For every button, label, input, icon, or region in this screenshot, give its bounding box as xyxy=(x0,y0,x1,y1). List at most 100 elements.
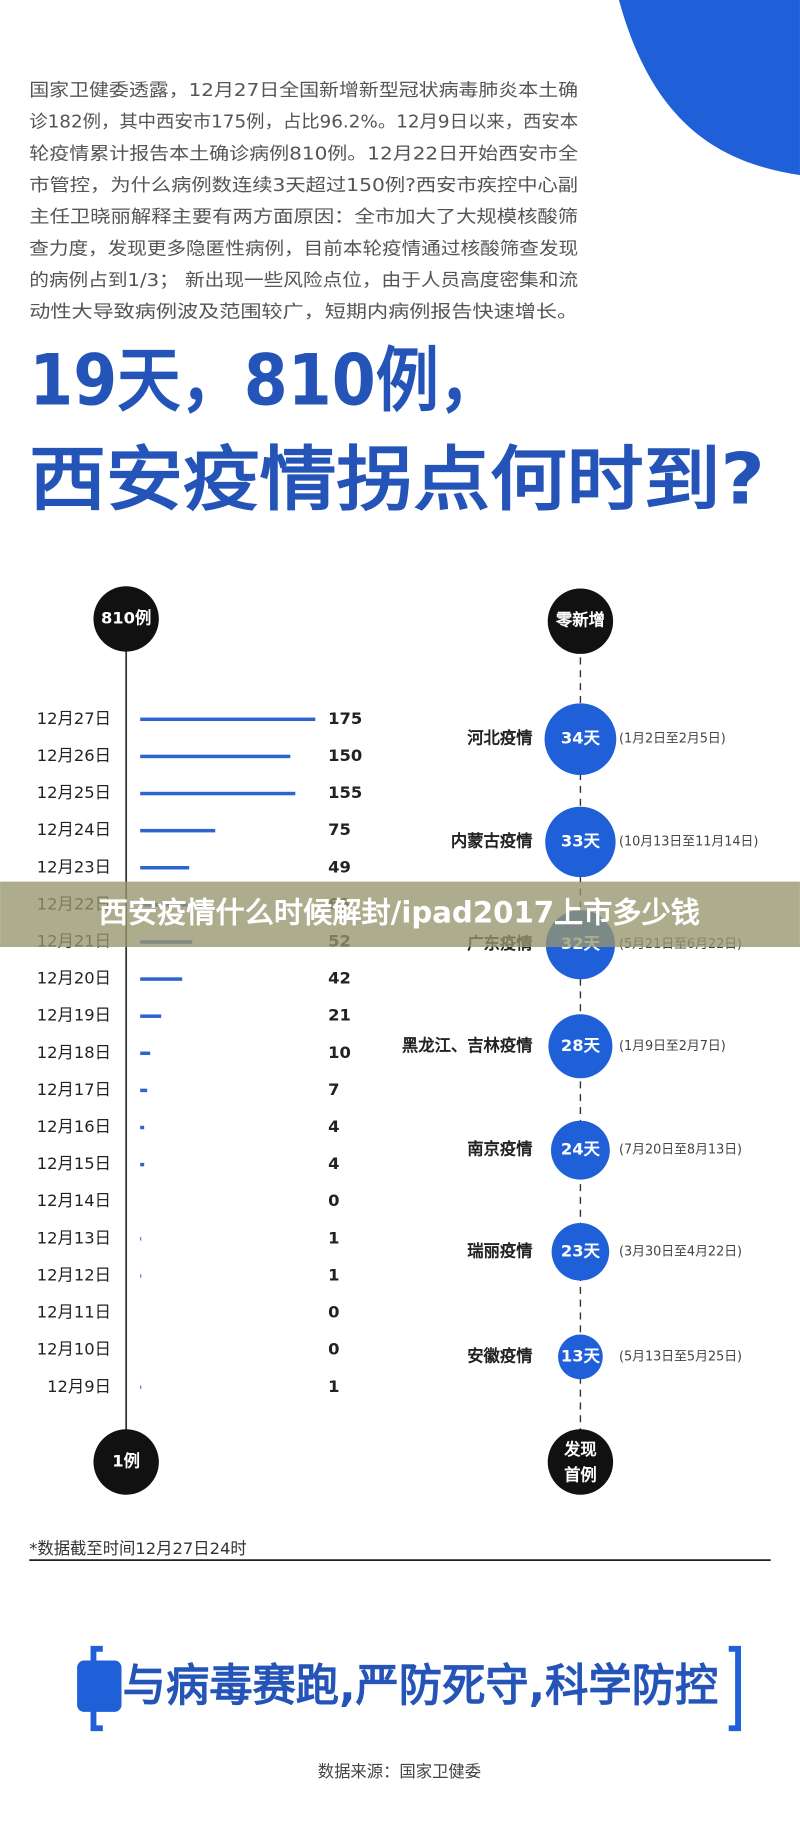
paragraph-line: 市管控，为什么病例数连续3天超过150例?西安市疾控中心副 xyxy=(29,176,578,196)
days-circle xyxy=(545,806,616,878)
date-label: 12月12日 xyxy=(37,1265,111,1284)
days-circle xyxy=(550,1120,610,1180)
paragraph-line: 主任卫晓丽解释主要有两方面原因：全市加大了大规模核酸筛 xyxy=(29,208,578,228)
right-top-label: 零新增 xyxy=(555,611,605,630)
days-label: 24天 xyxy=(561,1140,601,1159)
source: 数据来源：国家卫健委 xyxy=(318,1762,481,1781)
banner-band xyxy=(0,881,800,948)
outbreak-name: 河北疫情 xyxy=(467,729,532,748)
slogan-logo xyxy=(77,1660,122,1712)
outbreak-period: (7月20日至8月13日) xyxy=(619,1143,742,1158)
outbreak-name: 黑龙江、吉林疫情 xyxy=(402,1036,533,1055)
paragraph-line: 动性大导致病例波及范围较广，短期内病例报告快速增长。 xyxy=(29,303,578,323)
bar-value: 7 xyxy=(328,1080,339,1099)
paragraph-line: 国家卫健委透露，12月27日全国新增新型冠状病毒肺炎本土确 xyxy=(29,81,578,101)
paragraph-line: 查力度，发现更多隐匿性病例，目前本轮疫情通过核酸筛查发现 xyxy=(29,239,578,259)
bar xyxy=(140,828,216,833)
bar-value: 0 xyxy=(328,1191,339,1210)
bar xyxy=(140,791,296,796)
date-label: 12月20日 xyxy=(37,969,111,988)
bar-value: 75 xyxy=(328,820,351,839)
bar xyxy=(140,1051,151,1056)
paragraph-line: 轮疫情累计报告本土确诊病例810例。12月22日开始西安市全 xyxy=(29,144,578,164)
bar xyxy=(140,1274,142,1278)
date-label: 12月15日 xyxy=(37,1154,111,1173)
bar-value: 49 xyxy=(328,857,351,876)
bar-value: 155 xyxy=(328,783,362,802)
bracket-right xyxy=(728,1645,741,1732)
dynamic-content: 国家卫健委透露，12月27日全国新增新型冠状病毒肺炎本土确诊182例，其中西安市… xyxy=(29,81,758,1396)
days-circle xyxy=(551,1223,610,1281)
bar-value: 10 xyxy=(328,1043,351,1062)
left-bottom-label: 1例 xyxy=(112,1451,140,1470)
date-label: 12月9日 xyxy=(47,1377,111,1396)
date-label: 12月16日 xyxy=(37,1117,111,1136)
outbreak-period: (10月13日至11月14日) xyxy=(619,834,758,849)
date-label: 12月24日 xyxy=(37,820,111,839)
outbreak-name: 内蒙古疫情 xyxy=(451,831,533,850)
right-bottom-circle xyxy=(547,1429,614,1495)
date-label: 12月13日 xyxy=(37,1228,111,1247)
paragraph-line: 诊182例，其中西安市175例，占比96.2%。12月9日以来，西安本 xyxy=(29,113,578,133)
bar-value: 4 xyxy=(328,1117,339,1136)
footnote: *数据截至时间12月27日24时 xyxy=(29,1539,246,1558)
corner-decoration xyxy=(618,0,800,176)
bar xyxy=(140,1125,145,1130)
banner-text: 西安疫情什么时候解封/ipad2017上市多少钱 xyxy=(99,895,700,929)
days-label: 23天 xyxy=(561,1241,601,1260)
date-label: 12月10日 xyxy=(37,1340,111,1359)
bar-value: 0 xyxy=(328,1340,339,1359)
outbreak-period: (1月9日至2月7日) xyxy=(619,1039,726,1054)
left-top-circle xyxy=(93,586,159,652)
bar xyxy=(140,866,190,870)
outbreak-name: 南京疫情 xyxy=(467,1140,532,1159)
bar xyxy=(140,1237,142,1241)
date-label: 12月17日 xyxy=(37,1080,111,1099)
slogan: 与病毒赛跑,严防死守,科学防控 xyxy=(123,1661,719,1712)
bar-value: 1 xyxy=(328,1228,339,1247)
outbreak-period: (5月13日至5月25日) xyxy=(619,1349,742,1364)
outbreak-period: (3月30日至4月22日) xyxy=(619,1244,742,1259)
right-bottom-label: 发现 xyxy=(563,1440,597,1459)
date-label: 12月25日 xyxy=(37,783,111,802)
bar-value: 1 xyxy=(328,1377,339,1396)
title-line: 西安疫情拐点何时到? xyxy=(29,439,765,521)
days-label: 33天 xyxy=(561,831,601,850)
date-label: 12月19日 xyxy=(37,1006,111,1025)
right-top-circle xyxy=(547,588,614,654)
title-line: 19天，810例， xyxy=(29,339,502,421)
bar xyxy=(140,977,183,981)
bar-value: 1 xyxy=(328,1265,339,1284)
days-label: 28天 xyxy=(561,1036,601,1055)
days-label: 34天 xyxy=(561,729,601,748)
date-label: 12月11日 xyxy=(37,1303,111,1322)
left-bottom-circle xyxy=(93,1429,159,1495)
paragraph-line: 的病例占到1/3； 新出现一些风险点位，由于人员高度密集和流 xyxy=(29,271,578,291)
bar-value: 0 xyxy=(328,1303,339,1322)
bar xyxy=(140,754,291,759)
bar xyxy=(140,1385,142,1390)
date-label: 12月26日 xyxy=(37,746,111,765)
outbreak-name: 瑞丽疫情 xyxy=(467,1241,532,1260)
date-label: 12月23日 xyxy=(37,857,111,876)
right-bottom-label: 首例 xyxy=(564,1466,597,1485)
outbreak-name: 安徽疫情 xyxy=(467,1346,532,1365)
bar xyxy=(140,1162,145,1167)
days-circle xyxy=(558,1334,603,1380)
bar xyxy=(140,1088,148,1093)
bar-value: 42 xyxy=(328,969,351,988)
bar-value: 175 xyxy=(328,709,362,728)
bar xyxy=(140,1014,162,1018)
bar-value: 4 xyxy=(328,1154,339,1173)
bar xyxy=(140,717,316,722)
days-circle xyxy=(548,1014,613,1079)
bar-value: 21 xyxy=(328,1006,351,1025)
date-label: 12月27日 xyxy=(37,709,111,728)
days-circle xyxy=(544,703,617,776)
days-label: 13天 xyxy=(561,1346,601,1365)
date-label: 12月14日 xyxy=(37,1191,111,1210)
outbreak-period: (1月2日至2月5日) xyxy=(619,732,726,747)
left-top-label: 810例 xyxy=(101,608,151,627)
